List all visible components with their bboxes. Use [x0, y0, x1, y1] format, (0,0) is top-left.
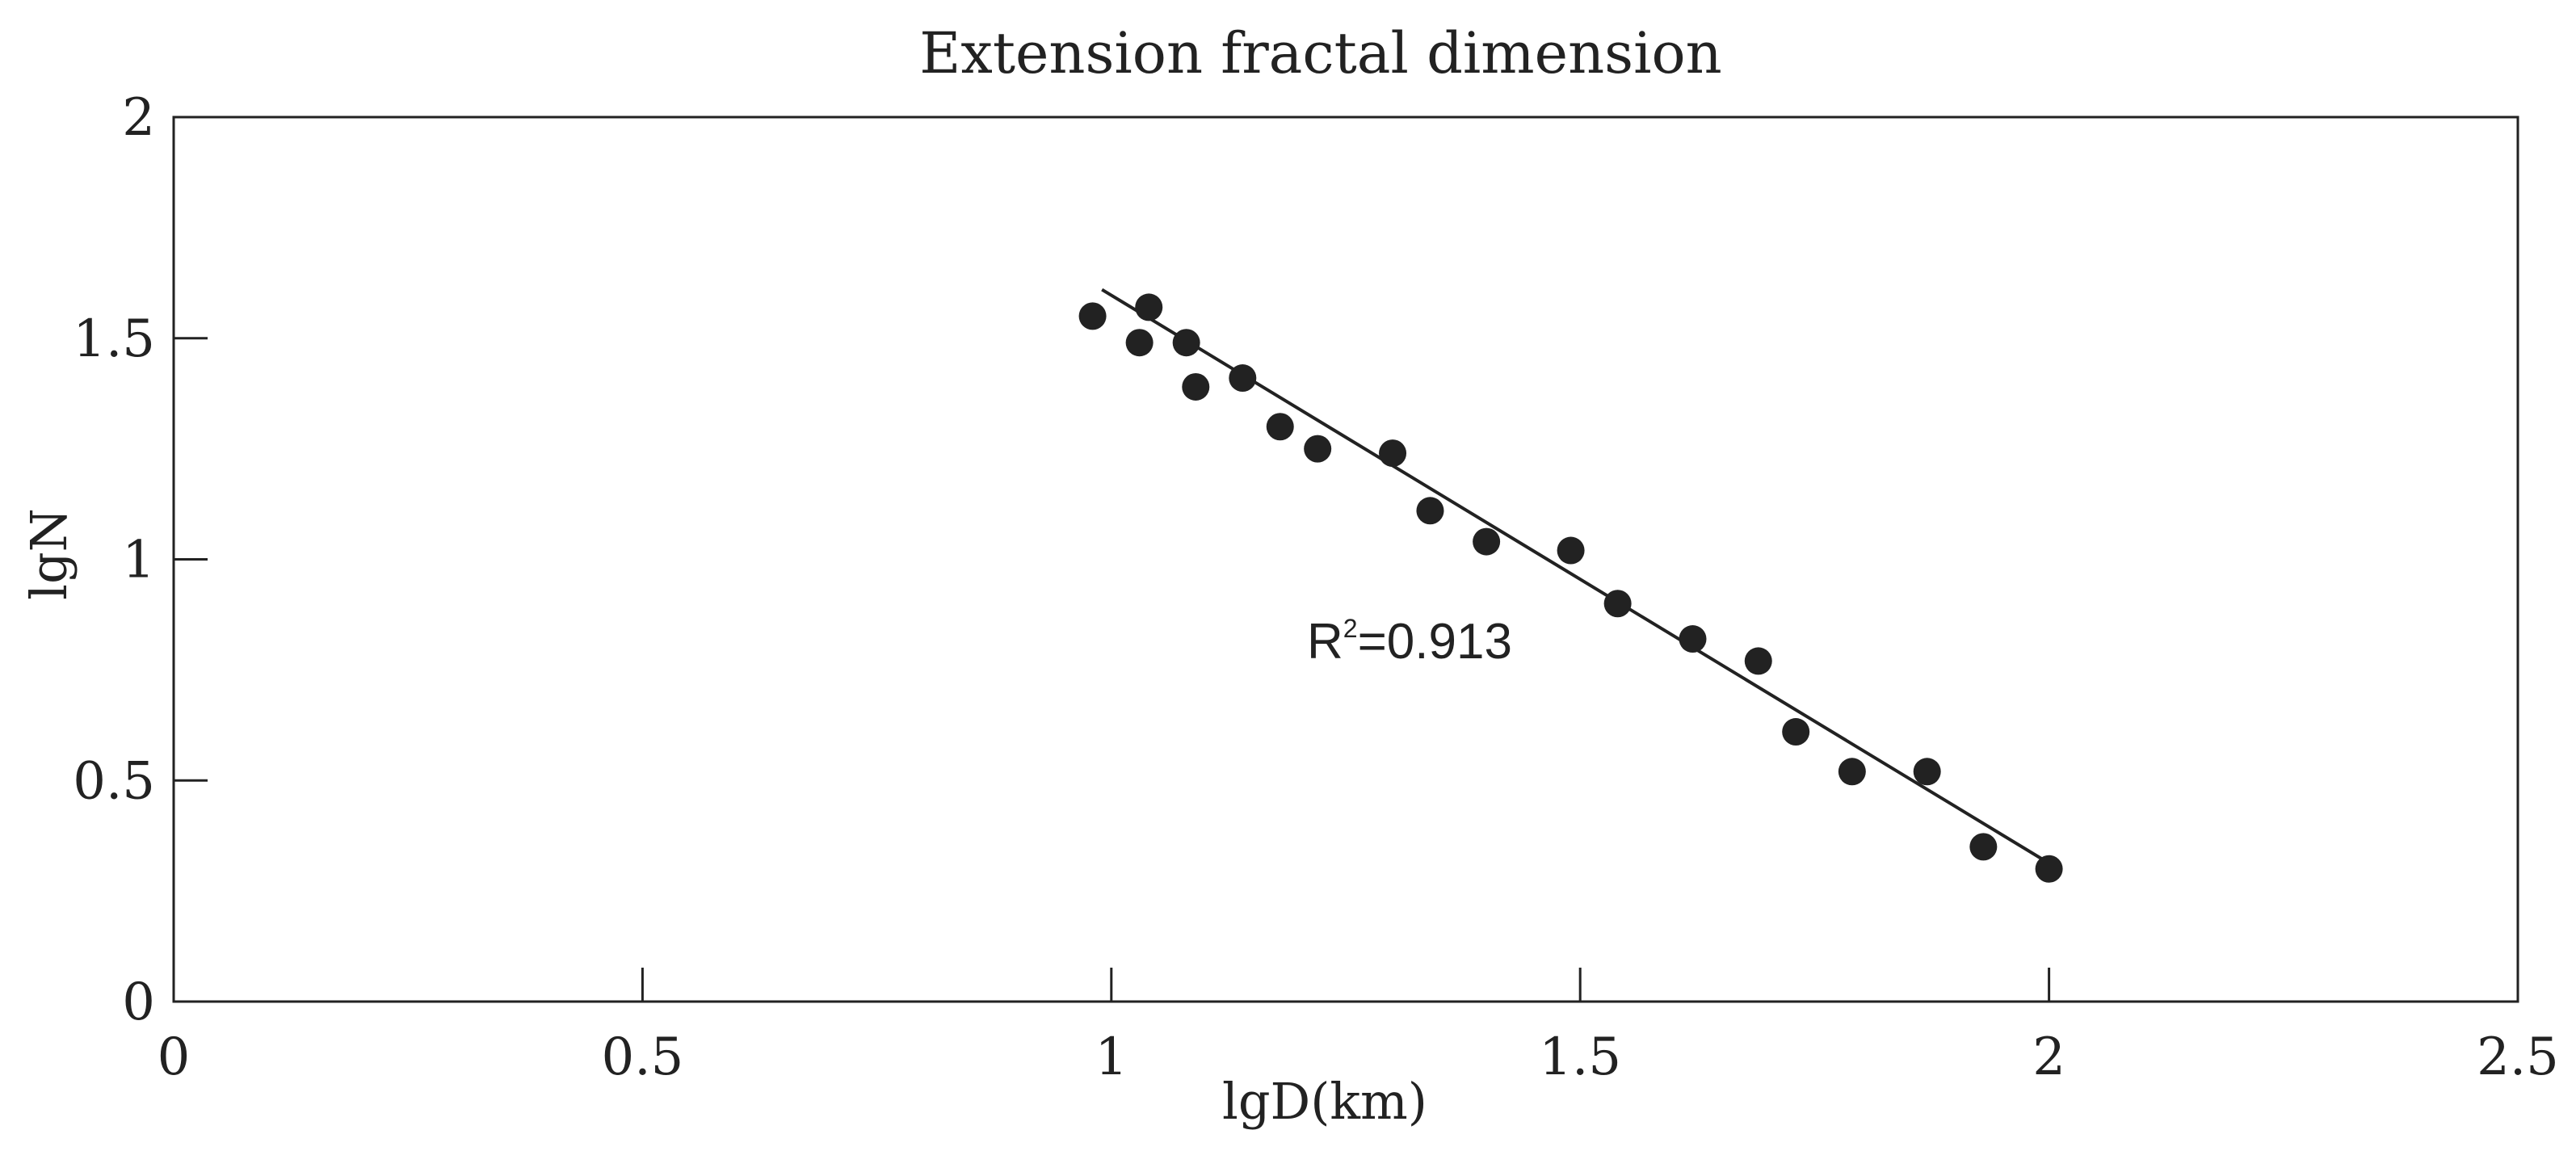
x-axis-label: lgD(km) [1222, 1072, 1427, 1131]
r-squared-value: =0.913 [1358, 614, 1512, 670]
data-point [1379, 439, 1407, 468]
trendline-layer [1101, 288, 2060, 871]
data-point [2035, 855, 2063, 883]
y-axis-label: lgN [19, 508, 78, 600]
data-point [1304, 435, 1332, 463]
trendline [1101, 288, 2060, 871]
r-squared-annotation: R2=0.913 [1307, 614, 1512, 670]
y-axis: 0 0.5 1 1.5 2 [73, 88, 208, 1032]
data-point [1473, 527, 1501, 556]
y-tick-label: 0.5 [73, 751, 155, 811]
data-point [1125, 329, 1154, 357]
y-tick-label: 2 [122, 88, 155, 148]
data-point [1969, 833, 1998, 861]
data-point [1679, 625, 1707, 653]
data-point [1782, 718, 1810, 746]
data-point [1229, 364, 1257, 393]
y-tick-label: 1.5 [73, 309, 155, 369]
x-tick-label: 0.5 [602, 1027, 684, 1087]
r-squared-prefix: R [1307, 614, 1343, 670]
data-point [1603, 590, 1632, 618]
r-squared-superscript: 2 [1343, 614, 1358, 643]
data-point [1135, 293, 1163, 321]
x-tick-label: 1 [1095, 1027, 1128, 1087]
y-tick-label: 0 [122, 972, 155, 1032]
data-point [1838, 758, 1866, 786]
chart-title: Extension fractal dimension [919, 20, 1721, 86]
data-point [1078, 302, 1107, 330]
data-point [1416, 497, 1444, 525]
data-point [1557, 536, 1585, 565]
points-layer [1078, 293, 2063, 883]
data-point [1172, 329, 1200, 357]
data-point [1744, 647, 1772, 675]
x-tick-label: 1.5 [1539, 1027, 1621, 1087]
data-point [1913, 758, 1941, 786]
data-point [1182, 372, 1210, 401]
x-tick-label: 0 [158, 1027, 191, 1087]
x-tick-label: 2.5 [2477, 1027, 2559, 1087]
y-tick-label: 1 [122, 531, 155, 590]
x-axis: 0 0.5 1 1.5 2 2.5 [158, 968, 2559, 1087]
x-tick-label: 2 [2032, 1027, 2065, 1087]
data-point [1266, 413, 1294, 441]
